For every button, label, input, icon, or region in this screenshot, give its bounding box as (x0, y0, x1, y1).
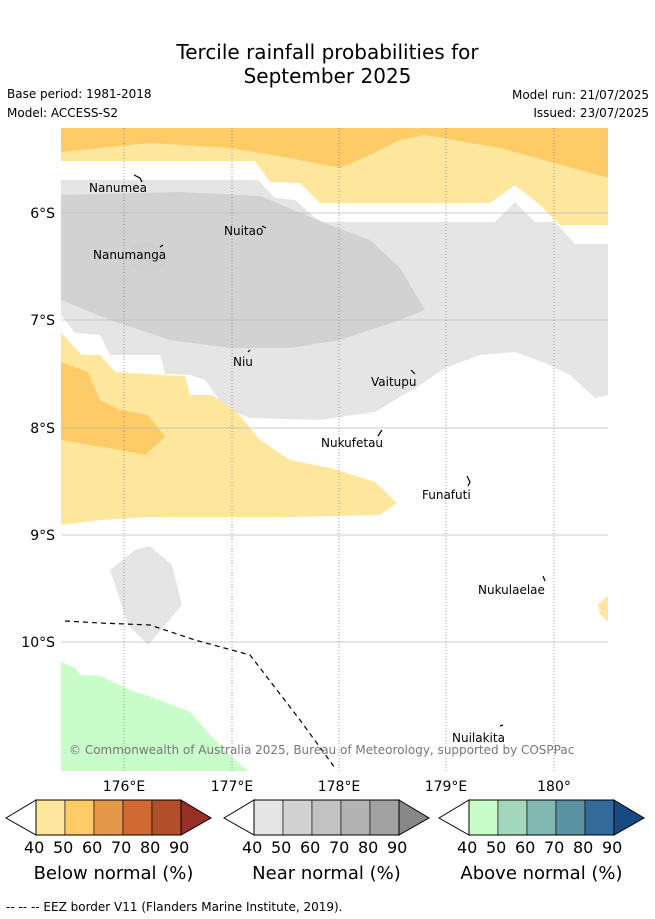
colorbar-segment (468, 799, 499, 836)
eez-border (64, 620, 336, 769)
near-normal-60-north (61, 192, 425, 348)
colorbar-above-cap (613, 799, 645, 836)
eez-footnote: -- -- -- EEZ border V11 (Flanders Marine… (6, 900, 343, 914)
model-run: Model run: 21/07/2025 (511, 88, 649, 102)
island-label: Vaitupu (371, 375, 417, 389)
lat-label: 6°S (30, 206, 55, 222)
below-normal-60-top (61, 128, 608, 178)
island-label: Funafuti (422, 488, 471, 502)
island-nanumea-shape (133, 174, 143, 183)
tick: 40 (457, 838, 478, 857)
colorbar-near (223, 799, 430, 836)
lat-label: 10°S (21, 635, 55, 651)
lon-label: 179°E (425, 779, 468, 795)
colorbar-segment (340, 799, 371, 836)
tick: 80 (140, 838, 161, 857)
near-normal-60-spot (132, 242, 168, 273)
colorbar-below-segments (35, 799, 182, 836)
map-title: Tercile rainfall probabilities for Septe… (0, 40, 655, 88)
island-nuitao-shape (261, 225, 267, 229)
colorbar-segment (369, 799, 400, 836)
lat-label: 8°S (30, 421, 55, 437)
lon-label: 177°E (211, 779, 254, 795)
lat-label: 7°S (30, 313, 55, 329)
colorbar-segment (35, 799, 66, 836)
colorbar-below-label: Below normal (%) (33, 863, 194, 884)
tick: 70 (544, 838, 565, 857)
colorbar-segment (526, 799, 557, 836)
lon-gridlines (123, 128, 555, 771)
island-nanumanga-shape (159, 244, 164, 248)
island-label: Nuilakita (452, 731, 505, 745)
colorbar-above-segments (468, 799, 615, 836)
colorbar-near-segments (253, 799, 400, 836)
colorbar-segment (93, 799, 124, 836)
below-normal-50-east (598, 596, 608, 622)
tick: 80 (573, 838, 594, 857)
issued-date: Issued: 23/07/2025 (533, 106, 649, 120)
island-nukulaelae-shape (542, 575, 546, 582)
island-label: Nanumanga (93, 248, 166, 262)
island-niu-shape (247, 349, 251, 353)
colorbar-segment (497, 799, 528, 836)
island-shapes (133, 174, 546, 727)
colorbar-near-label: Near normal (%) (252, 863, 401, 884)
colorbar-segment (311, 799, 342, 836)
colorbar-segment (282, 799, 313, 836)
island-label: Nukufetau (321, 436, 383, 450)
tick: 60 (515, 838, 536, 857)
colorbar-segment (64, 799, 95, 836)
colorbar-above (438, 799, 645, 836)
colorbar-segment (151, 799, 182, 836)
lat-gridlines (61, 212, 608, 643)
tick: 50 (486, 838, 507, 857)
tick: 40 (242, 838, 263, 857)
copyright-notice: © Commonwealth of Australia 2025, Bureau… (69, 743, 574, 757)
island-vaitupu-shape (410, 369, 416, 375)
lon-label: 176°E (103, 779, 146, 795)
colorbar-segment (122, 799, 153, 836)
below-normal-50-top (61, 128, 608, 225)
above-normal-50-southwest (61, 662, 248, 771)
lon-label: 178°E (318, 779, 361, 795)
colorbar-segment (584, 799, 615, 836)
tick: 70 (329, 838, 350, 857)
tick: 40 (24, 838, 45, 857)
tick: 60 (82, 838, 103, 857)
base-period: Base period: 1981-2018 (7, 87, 152, 101)
island-label: Nanumea (89, 181, 147, 195)
island-funafuti-shape (466, 475, 471, 487)
island-label: Nukulaelae (478, 583, 545, 597)
colorbar-near-cap (398, 799, 430, 836)
below-normal-60-west (61, 362, 165, 455)
lat-label: 9°S (30, 528, 55, 544)
island-label: Nuitao (224, 224, 263, 238)
tick: 80 (358, 838, 379, 857)
colorbar-segment (253, 799, 284, 836)
below-normal-50-west (61, 332, 397, 525)
tick: 60 (300, 838, 321, 857)
tick: 90 (602, 838, 623, 857)
colorbar-below-cap (180, 799, 212, 836)
tick: 50 (271, 838, 292, 857)
island-label: Niu (233, 355, 253, 369)
title-line-2: September 2025 (243, 64, 412, 88)
tick: 90 (169, 838, 190, 857)
title-line-1: Tercile rainfall probabilities for (176, 40, 479, 64)
tick: 90 (387, 838, 408, 857)
model-name: Model: ACCESS-S2 (7, 106, 119, 120)
lon-label: 180° (537, 779, 571, 795)
colorbar-segment (555, 799, 586, 836)
colorbar-above-label: Above normal (%) (460, 863, 623, 884)
island-nuilakita-shape (499, 724, 504, 727)
island-nukufetau-shape (377, 429, 383, 437)
colorbar-below (5, 799, 212, 836)
near-normal-50-south (110, 546, 182, 645)
tick: 70 (111, 838, 132, 857)
tick: 50 (53, 838, 74, 857)
